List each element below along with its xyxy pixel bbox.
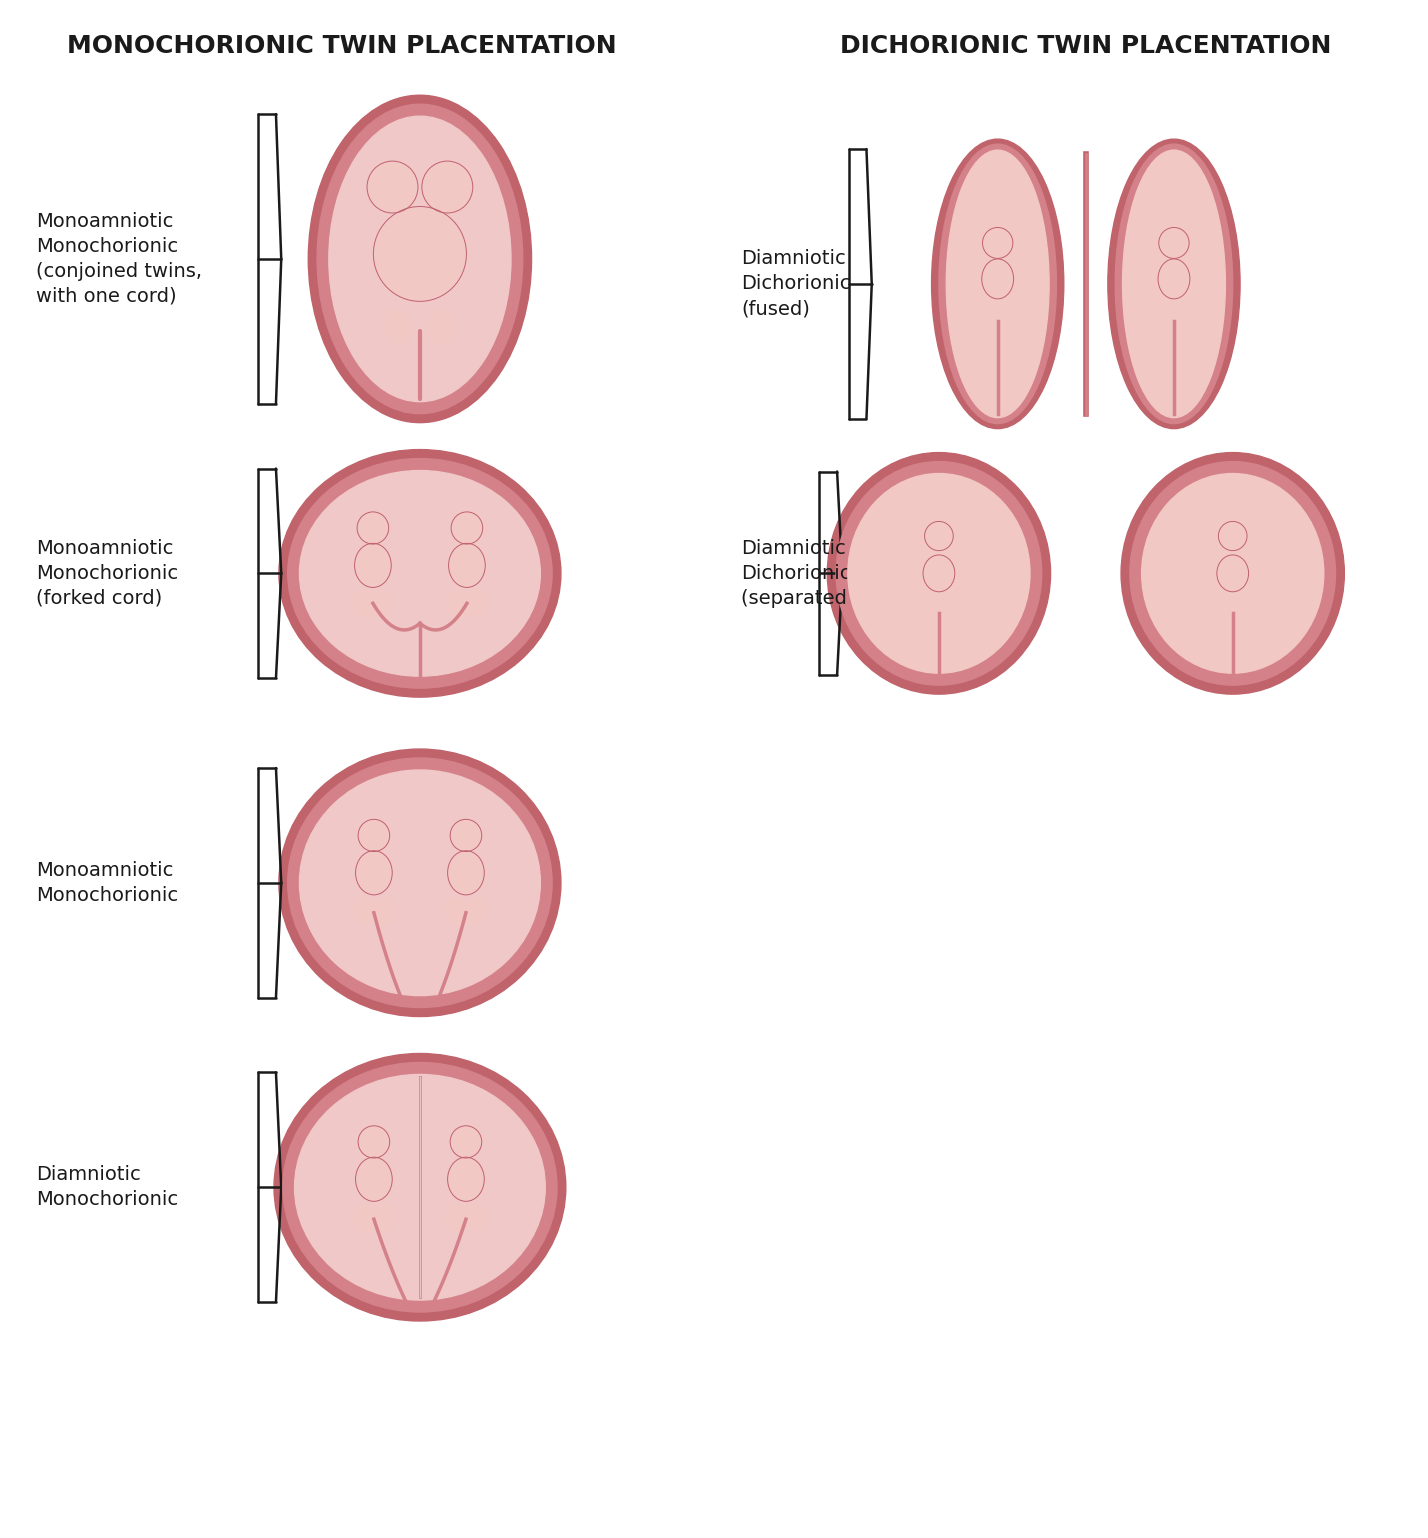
Ellipse shape bbox=[373, 1203, 394, 1230]
Ellipse shape bbox=[278, 749, 561, 1017]
Ellipse shape bbox=[358, 1126, 390, 1158]
Ellipse shape bbox=[274, 1054, 565, 1321]
Ellipse shape bbox=[357, 512, 388, 544]
Ellipse shape bbox=[421, 161, 473, 212]
Ellipse shape bbox=[283, 1063, 557, 1312]
Ellipse shape bbox=[466, 589, 487, 617]
Ellipse shape bbox=[922, 555, 955, 592]
Ellipse shape bbox=[356, 851, 393, 895]
Ellipse shape bbox=[1217, 555, 1248, 592]
Ellipse shape bbox=[427, 309, 456, 345]
Text: Monoamniotic
Monochorionic
(conjoined twins,
with one cord): Monoamniotic Monochorionic (conjoined tw… bbox=[36, 212, 201, 306]
Text: Diamniotic
Dichorionic
(separated ): Diamniotic Dichorionic (separated ) bbox=[741, 538, 861, 608]
Ellipse shape bbox=[367, 161, 418, 212]
Ellipse shape bbox=[287, 458, 553, 687]
Ellipse shape bbox=[448, 543, 486, 588]
Ellipse shape bbox=[287, 758, 553, 1007]
Ellipse shape bbox=[450, 820, 481, 852]
Text: Monoamniotic
Monochorionic: Monoamniotic Monochorionic bbox=[36, 861, 178, 904]
Text: MONOCHORIONIC TWIN PLACENTATION: MONOCHORIONIC TWIN PLACENTATION bbox=[67, 34, 617, 58]
Ellipse shape bbox=[353, 897, 376, 924]
Ellipse shape bbox=[1218, 521, 1247, 551]
Ellipse shape bbox=[1214, 598, 1234, 624]
Ellipse shape bbox=[278, 449, 561, 697]
Ellipse shape bbox=[1232, 598, 1251, 624]
Ellipse shape bbox=[827, 452, 1051, 694]
Ellipse shape bbox=[837, 461, 1042, 684]
Ellipse shape bbox=[317, 105, 523, 414]
Ellipse shape bbox=[1115, 145, 1232, 423]
Ellipse shape bbox=[358, 820, 390, 852]
Ellipse shape bbox=[373, 897, 394, 924]
Ellipse shape bbox=[451, 512, 483, 544]
Ellipse shape bbox=[848, 474, 1030, 674]
Text: DICHORIONIC TWIN PLACENTATION: DICHORIONIC TWIN PLACENTATION bbox=[840, 34, 1331, 58]
Ellipse shape bbox=[384, 309, 413, 345]
Ellipse shape bbox=[353, 589, 374, 617]
Ellipse shape bbox=[450, 1126, 481, 1158]
Ellipse shape bbox=[982, 258, 1014, 298]
Ellipse shape bbox=[938, 598, 958, 624]
Ellipse shape bbox=[373, 206, 467, 301]
Ellipse shape bbox=[1158, 258, 1190, 298]
Ellipse shape bbox=[294, 1075, 545, 1300]
Ellipse shape bbox=[447, 1157, 484, 1201]
Ellipse shape bbox=[1108, 138, 1240, 429]
Text: Diamniotic
Dichorionic
(fused): Diamniotic Dichorionic (fused) bbox=[741, 249, 851, 318]
Ellipse shape bbox=[448, 589, 470, 617]
Ellipse shape bbox=[353, 1203, 376, 1230]
Ellipse shape bbox=[1130, 461, 1335, 684]
Ellipse shape bbox=[370, 589, 391, 617]
Ellipse shape bbox=[446, 1203, 467, 1230]
Ellipse shape bbox=[924, 521, 954, 551]
Ellipse shape bbox=[982, 228, 1012, 258]
Ellipse shape bbox=[356, 1157, 393, 1201]
Ellipse shape bbox=[940, 145, 1057, 423]
Ellipse shape bbox=[447, 851, 484, 895]
Ellipse shape bbox=[1141, 474, 1324, 674]
Ellipse shape bbox=[446, 897, 467, 924]
Ellipse shape bbox=[1158, 228, 1190, 258]
Ellipse shape bbox=[1121, 452, 1344, 694]
Ellipse shape bbox=[308, 95, 531, 423]
Ellipse shape bbox=[466, 897, 487, 924]
Text: Diamniotic
Monochorionic: Diamniotic Monochorionic bbox=[36, 1166, 178, 1209]
Ellipse shape bbox=[995, 305, 1015, 332]
Ellipse shape bbox=[1172, 305, 1191, 332]
Ellipse shape bbox=[920, 598, 940, 624]
Ellipse shape bbox=[947, 151, 1050, 418]
Ellipse shape bbox=[300, 771, 540, 995]
Ellipse shape bbox=[354, 543, 391, 588]
Ellipse shape bbox=[980, 305, 1000, 332]
Ellipse shape bbox=[328, 117, 511, 401]
Ellipse shape bbox=[466, 1203, 487, 1230]
Ellipse shape bbox=[300, 471, 540, 677]
Ellipse shape bbox=[931, 138, 1064, 429]
Ellipse shape bbox=[1157, 305, 1175, 332]
Text: Monoamniotic
Monochorionic
(forked cord): Monoamniotic Monochorionic (forked cord) bbox=[36, 538, 178, 608]
Ellipse shape bbox=[1122, 151, 1225, 418]
